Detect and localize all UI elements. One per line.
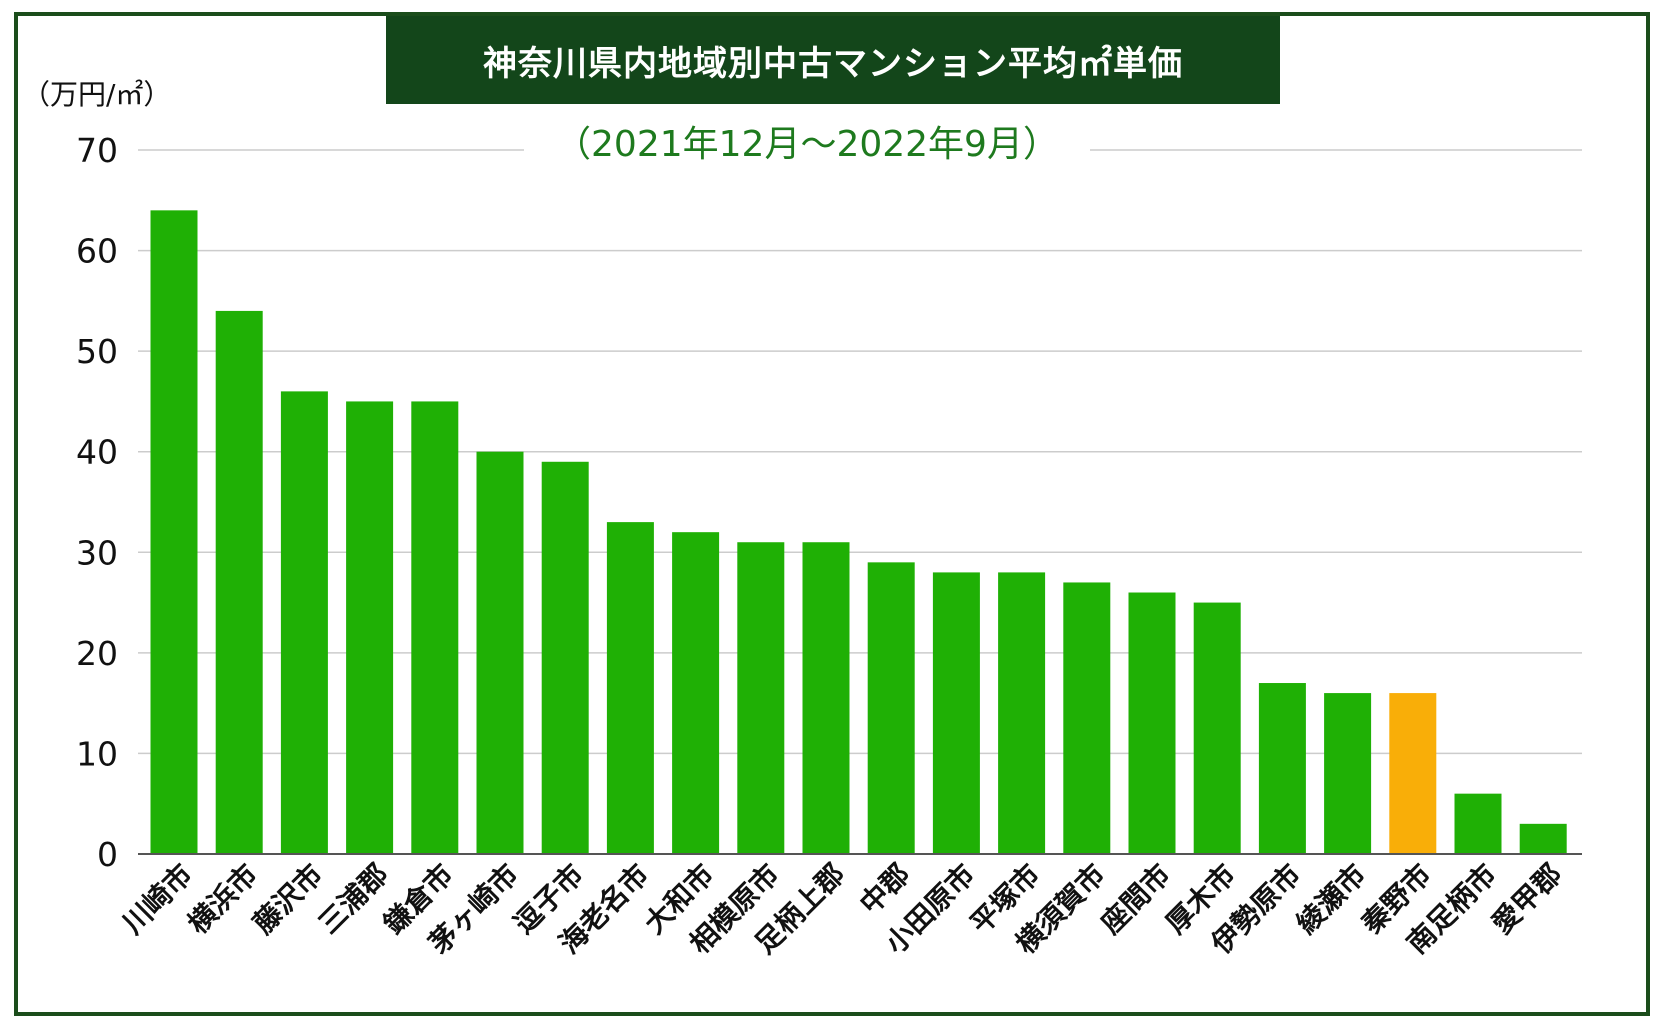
bar (541, 461, 589, 854)
y-tick-label: 20 (76, 634, 118, 673)
bar (150, 210, 198, 855)
chart-subtitle: （2021年12月〜2022年9月） (555, 124, 1059, 165)
x-category-label: 三浦郡 (312, 858, 395, 941)
bar (1193, 602, 1241, 854)
bar (476, 451, 524, 854)
x-category-label: 綾瀬市 (1290, 858, 1373, 941)
y-tick-label: 60 (76, 232, 118, 271)
y-tick-label: 70 (76, 131, 118, 170)
subtitle-backdrop (524, 120, 1090, 176)
bar (606, 522, 654, 854)
y-axis-label: （万円/㎡） (22, 78, 171, 111)
chart-title-banner: 神奈川県内地域別中古マンション平均㎡単価 (386, 16, 1280, 104)
bar (1128, 592, 1176, 854)
chart-title: 神奈川県内地域別中古マンション平均㎡単価 (483, 43, 1183, 84)
bar (280, 391, 328, 854)
y-tick-labels: 0 10 20 30 40 50 60 70 (76, 131, 118, 874)
bar (1063, 582, 1111, 854)
bars (150, 210, 1567, 855)
bar (802, 542, 850, 854)
x-category-label: 藤沢市 (247, 858, 330, 941)
bar (737, 542, 785, 854)
y-tick-label: 30 (76, 533, 118, 572)
bar (215, 310, 263, 854)
y-tick-label: 50 (76, 332, 118, 371)
bar (932, 572, 980, 854)
bar (1324, 693, 1372, 854)
y-tick-label: 0 (97, 835, 118, 874)
bar (1258, 683, 1306, 854)
bar (998, 572, 1046, 854)
bar (867, 562, 915, 854)
x-category-label: 座間市 (1094, 858, 1177, 941)
bar (411, 401, 459, 854)
y-tick-label: 10 (76, 734, 118, 773)
bar (346, 401, 394, 854)
x-category-label: 川崎市 (116, 858, 199, 941)
y-tick-label: 40 (76, 433, 118, 472)
bar (1519, 823, 1567, 854)
bar (672, 532, 720, 854)
bar (1454, 793, 1502, 854)
x-category-label: 横浜市 (181, 858, 264, 941)
x-category-label: 愛甲郡 (1485, 858, 1568, 941)
bar (1389, 693, 1437, 854)
